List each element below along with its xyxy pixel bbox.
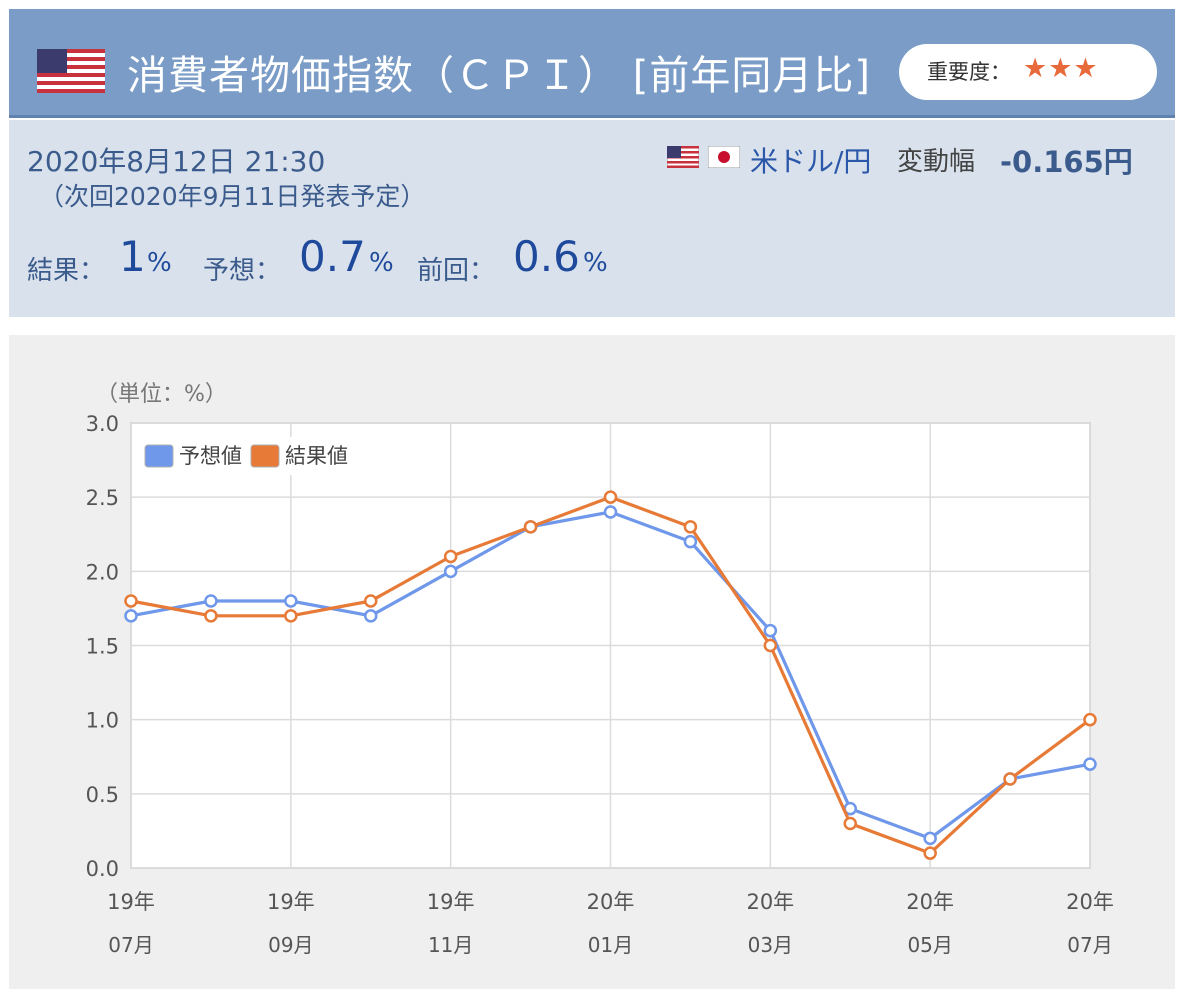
- y-tick-label: 2.5: [86, 486, 119, 510]
- forecast-label: 予想：: [203, 256, 282, 286]
- legend-box: [139, 437, 357, 475]
- info-panel: 2020年8月12日 21:30 （次回2020年9月11日発表予定） 米ドル/…: [9, 120, 1175, 317]
- chart-container: 3.0 2.5 2.0 1.5 1.0 0.5 0.0 19年 07月 19年 09月 19年 11月 2…: [9, 335, 1175, 989]
- x-tick-year: 20年: [906, 890, 954, 914]
- previous-label: 前回：: [417, 256, 496, 286]
- data-point: [443, 564, 458, 579]
- data-point: [683, 520, 698, 534]
- header-bar: 消費者物価指数（ＣＰＩ） [前年同月比] 重要度： ★★★: [9, 9, 1175, 118]
- x-tick-year: 20年: [587, 890, 635, 914]
- cpi-line-chart: 3.0 2.5 2.0 1.5 1.0 0.5 0.0 19年 07月 19年 09月 19年 11月 2…: [86, 382, 1114, 957]
- data-point: [284, 609, 298, 623]
- data-point: [364, 594, 378, 608]
- release-date: 2020年8月12日 21:30: [27, 145, 326, 178]
- data-point: [124, 609, 138, 623]
- legend-label: 予想値: [179, 444, 242, 468]
- result-unit: %: [147, 248, 172, 278]
- unit-label: （単位：%）: [96, 382, 227, 407]
- volatility-value: -0.165円: [1000, 145, 1133, 179]
- importance-badge: 重要度： ★★★: [899, 44, 1157, 100]
- x-tick-month: 07月: [1067, 933, 1112, 957]
- x-tick-year: 20年: [746, 890, 794, 914]
- data-point: [923, 846, 937, 860]
- forecast-value: 0.7: [299, 232, 366, 281]
- data-point: [923, 831, 937, 846]
- legend-swatch: [250, 444, 280, 468]
- x-tick-month: 11月: [428, 933, 473, 957]
- currency-pair-link[interactable]: 米ドル/円: [750, 145, 872, 178]
- us-flag-icon: [667, 146, 699, 168]
- importance-label: 重要度：: [927, 60, 1011, 84]
- next-release: （次回2020年9月11日発表予定）: [39, 182, 426, 211]
- data-point: [683, 534, 698, 549]
- data-point: [1083, 757, 1097, 771]
- data-point: [763, 638, 778, 653]
- forecast-unit: %: [369, 248, 394, 278]
- data-point: [1003, 772, 1017, 786]
- data-point: [204, 594, 218, 608]
- page-title: 消費者物価指数（ＣＰＩ） [前年同月比]: [127, 53, 871, 99]
- jp-flag-icon: [708, 146, 740, 168]
- legend-swatch: [144, 444, 174, 468]
- y-tick-label: 0.0: [86, 857, 119, 881]
- x-tick-month: 01月: [588, 933, 633, 957]
- data-point: [1083, 712, 1097, 727]
- x-tick-month: 07月: [108, 933, 153, 957]
- result-value: 1: [119, 232, 146, 281]
- x-tick-year: 19年: [267, 890, 315, 914]
- data-point: [284, 594, 298, 608]
- data-point: [603, 505, 618, 519]
- legend-label: 結果値: [285, 444, 348, 468]
- data-point: [443, 549, 458, 564]
- volatility-label: 変動幅: [897, 147, 976, 177]
- x-tick-year: 20年: [1066, 890, 1114, 914]
- x-tick-month: 05月: [907, 933, 952, 957]
- y-tick-label: 2.0: [86, 560, 119, 584]
- us-flag-icon: [37, 49, 105, 93]
- data-point: [843, 816, 857, 831]
- data-point: [364, 609, 378, 623]
- data-point: [204, 609, 218, 623]
- result-label: 結果：: [27, 256, 106, 286]
- x-tick-month: 09月: [268, 933, 313, 957]
- y-tick-label: 1.0: [86, 709, 119, 733]
- data-point: [603, 490, 618, 504]
- previous-unit: %: [583, 248, 608, 278]
- x-tick-year: 19年: [107, 890, 155, 914]
- y-tick-label: 0.5: [86, 783, 119, 807]
- data-point: [523, 520, 538, 534]
- x-tick-month: 03月: [748, 933, 793, 957]
- y-tick-label: 3.0: [86, 412, 119, 436]
- data-point: [763, 623, 778, 638]
- x-tick-year: 19年: [427, 890, 475, 914]
- data-point: [124, 594, 138, 608]
- previous-value: 0.6: [513, 232, 580, 281]
- star-icon: ★★★: [1023, 53, 1099, 84]
- y-tick-label: 1.5: [86, 635, 119, 659]
